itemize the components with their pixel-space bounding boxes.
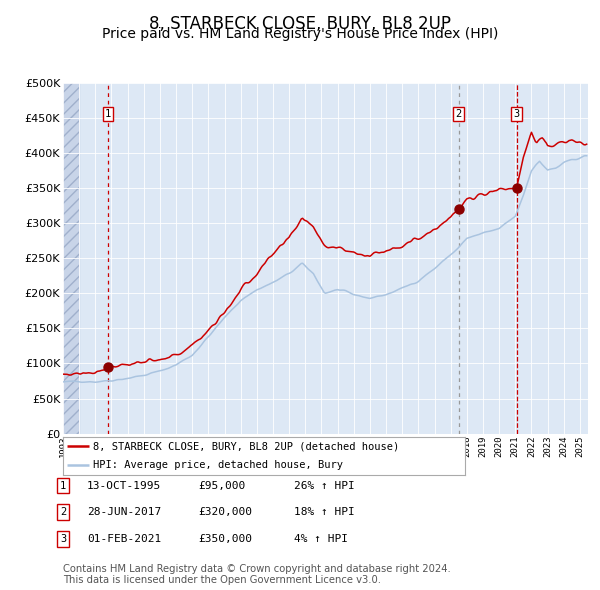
Text: 8, STARBECK CLOSE, BURY, BL8 2UP (detached house): 8, STARBECK CLOSE, BURY, BL8 2UP (detach… (93, 441, 400, 451)
Text: 01-FEB-2021: 01-FEB-2021 (87, 534, 161, 543)
Text: HPI: Average price, detached house, Bury: HPI: Average price, detached house, Bury (93, 460, 343, 470)
Bar (63, 83, 79, 434)
Text: 28-JUN-2017: 28-JUN-2017 (87, 507, 161, 517)
Text: 8, STARBECK CLOSE, BURY, BL8 2UP: 8, STARBECK CLOSE, BURY, BL8 2UP (149, 15, 451, 33)
Text: 1: 1 (105, 109, 111, 119)
Text: Price paid vs. HM Land Registry's House Price Index (HPI): Price paid vs. HM Land Registry's House … (102, 27, 498, 41)
Text: 26% ↑ HPI: 26% ↑ HPI (294, 481, 355, 490)
Text: 3: 3 (60, 534, 66, 543)
Text: Contains HM Land Registry data © Crown copyright and database right 2024.
This d: Contains HM Land Registry data © Crown c… (63, 563, 451, 585)
Text: £320,000: £320,000 (198, 507, 252, 517)
Text: 2: 2 (455, 109, 462, 119)
Text: 13-OCT-1995: 13-OCT-1995 (87, 481, 161, 490)
Text: 3: 3 (514, 109, 520, 119)
Text: 1: 1 (60, 481, 66, 490)
Text: 4% ↑ HPI: 4% ↑ HPI (294, 534, 348, 543)
Text: £350,000: £350,000 (198, 534, 252, 543)
Text: £95,000: £95,000 (198, 481, 245, 490)
Text: 18% ↑ HPI: 18% ↑ HPI (294, 507, 355, 517)
Bar (63, 83, 79, 434)
Text: 2: 2 (60, 507, 66, 517)
